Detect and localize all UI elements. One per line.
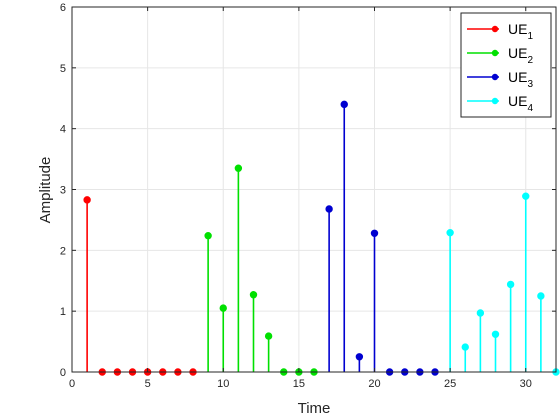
x-tick-label: 0 (69, 378, 75, 390)
legend-label: UE3 (508, 69, 533, 90)
stem-marker (446, 228, 454, 237)
legend-label: UE2 (508, 45, 533, 66)
y-tick-label: 0 (60, 367, 66, 379)
x-tick-label: 15 (293, 378, 305, 390)
y-tick-label: 6 (60, 2, 66, 14)
x-tick-label: 20 (368, 378, 380, 390)
tick-labels: 0 5 10 15 20 25 30 0 1 2 3 4 5 6 (60, 2, 532, 390)
legend: UE1 UE2 UE3 UE4 (460, 12, 552, 118)
legend-label: UE4 (508, 93, 533, 114)
y-tick-label: 4 (60, 124, 66, 136)
stem-marker (537, 292, 545, 300)
stem-marker (325, 205, 333, 213)
x-tick-label: 30 (520, 378, 532, 390)
y-axis-label: Amplitude (37, 157, 54, 224)
stem-marker (249, 291, 258, 299)
axes-box (71, 6, 557, 373)
y-tick-label: 3 (60, 185, 66, 197)
y-tick-label: 1 (60, 306, 66, 318)
stem-marker (522, 192, 530, 200)
stem-marker (340, 100, 348, 109)
stem-marker (491, 330, 500, 338)
legend-marker (491, 25, 499, 33)
stem-marker (476, 309, 485, 317)
y-tick-label: 2 (60, 245, 66, 257)
stem-marker (370, 229, 379, 238)
x-axis-label: Time (298, 400, 331, 417)
legend-box (460, 12, 552, 118)
axes (71, 6, 557, 373)
legend-label: UE1 (508, 21, 533, 42)
legend-marker (491, 97, 499, 105)
x-tick-label: 10 (217, 378, 229, 390)
stem-marker (355, 353, 364, 361)
x-tick-label: 5 (145, 378, 151, 390)
stem-marker (264, 332, 273, 340)
stem-marker (204, 232, 212, 240)
stem-marker (506, 280, 515, 289)
x-tick-label: 25 (444, 378, 456, 390)
stem-marker (461, 343, 469, 351)
stem-marker (83, 196, 91, 204)
stem-marker (219, 304, 227, 312)
legend-marker (491, 49, 499, 57)
legend-marker (491, 73, 499, 81)
y-tick-label: 5 (60, 63, 66, 75)
stem-marker (234, 164, 243, 172)
